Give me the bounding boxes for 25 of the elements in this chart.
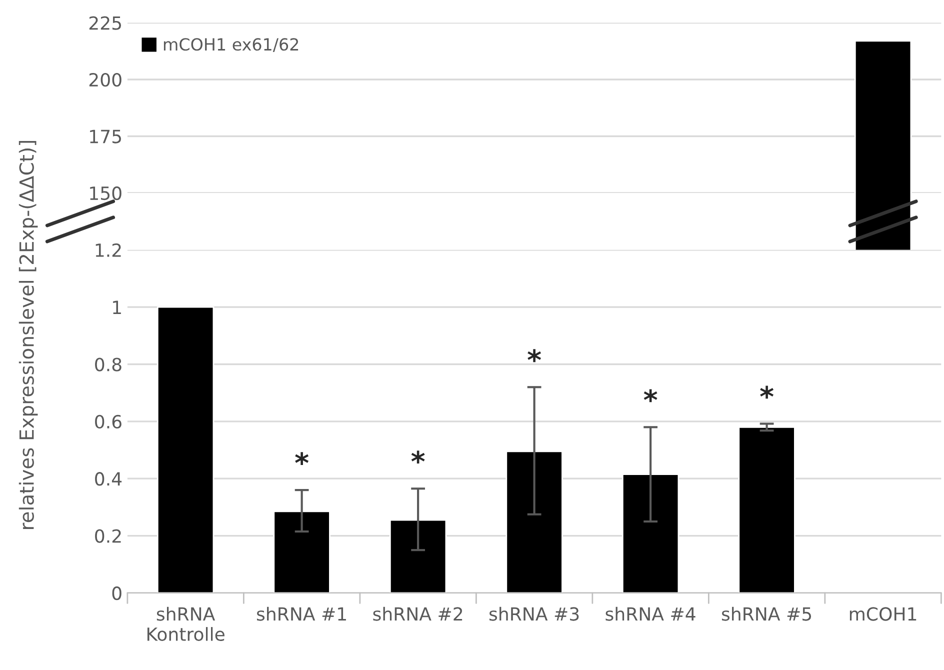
y-tick-label: 0 (112, 586, 122, 600)
y-tick-label: 0.4 (95, 472, 122, 486)
x-tick-label: shRNA Kontrolle (147, 606, 224, 642)
x-tick-label: mCOH1 (850, 607, 916, 621)
y-axis-title: relatives Expressionslevel [2Exp-(ΔΔCt)] (18, 140, 38, 529)
y-tick-label: 0.2 (95, 529, 121, 543)
x-tick-label: shRNA #4 (606, 606, 696, 621)
y-tick-label: 1.2 (96, 243, 121, 257)
y-tick-label: 0.8 (95, 358, 122, 372)
legend-label: mCOH1 ex61/62 (164, 38, 298, 52)
y-tick-label: 0.6 (95, 414, 122, 429)
x-tick-label: shRNA #5 (722, 606, 812, 621)
y-tick-label: 225 (89, 16, 121, 30)
x-tick-label: shRNA #1 (256, 606, 346, 621)
annotation: * (528, 349, 542, 362)
y-tick-label: 1 (113, 300, 121, 314)
x-tick-label: shRNA #3 (489, 606, 579, 621)
y-tick-label: 175 (90, 130, 121, 144)
annotation: * (295, 452, 309, 465)
y-tick-label: 200 (89, 72, 122, 87)
annotation: * (760, 386, 774, 399)
y-tick-label: 150 (90, 186, 122, 200)
annotation: * (411, 450, 425, 464)
annotation: * (644, 389, 658, 402)
x-tick-label: shRNA #2 (373, 606, 462, 621)
